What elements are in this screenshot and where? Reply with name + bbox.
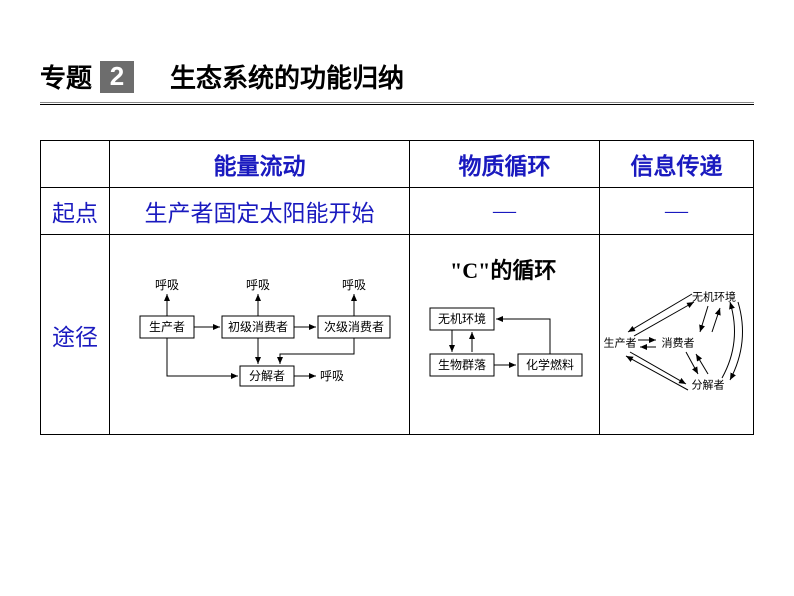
cell-origin-matter: — bbox=[410, 188, 600, 235]
info-transfer-diagram: 无机环境 生产者 消费者 分解者 bbox=[600, 235, 754, 435]
table-row-origin: 起点 生产者固定太阳能开始 — — bbox=[41, 188, 754, 235]
resp-2: 呼吸 bbox=[246, 277, 270, 291]
energy-flow-diagram: 生产者 初级消费者 次级消费者 分解者 呼吸 呼吸 呼吸 呼吸 bbox=[110, 235, 410, 435]
c-cycle-diagram: "C"的循环 无机环境 生物群落 化学燃料 bbox=[410, 235, 600, 435]
hdr-blank bbox=[41, 141, 110, 188]
info-producer: 生产者 bbox=[604, 335, 637, 349]
row-label-path: 途径 bbox=[41, 235, 110, 435]
hdr-info: 信息传递 bbox=[600, 141, 754, 188]
node-primary: 初级消费者 bbox=[228, 319, 288, 333]
topic-number-badge: 2 bbox=[100, 61, 134, 93]
node-decomposer: 分解者 bbox=[249, 368, 285, 382]
c-cycle-title: "C"的循环 bbox=[450, 253, 556, 285]
node-fuel: 化学燃料 bbox=[526, 356, 574, 371]
table-row-path: 途径 生产者 初级消费者 次级消费者 bbox=[41, 235, 754, 435]
hdr-matter: 物质循环 bbox=[410, 141, 600, 188]
resp-4: 呼吸 bbox=[320, 368, 344, 382]
header-rule bbox=[40, 102, 754, 105]
cell-origin-info: — bbox=[600, 188, 754, 235]
page-title: 生态系统的功能归纳 bbox=[170, 58, 404, 95]
info-abiotic: 无机环境 bbox=[692, 289, 736, 303]
c-cycle-title-c: "C" bbox=[450, 258, 490, 283]
row-label-origin: 起点 bbox=[41, 188, 110, 235]
node-biota: 生物群落 bbox=[438, 357, 486, 371]
resp-3: 呼吸 bbox=[342, 277, 366, 291]
node-producer: 生产者 bbox=[149, 319, 185, 333]
hdr-energy: 能量流动 bbox=[110, 141, 410, 188]
header: 专题 2 生态系统的功能归纳 bbox=[40, 58, 754, 103]
zhuanti-label: 专题 bbox=[40, 58, 92, 95]
main-table: 能量流动 物质循环 信息传递 起点 生产者固定太阳能开始 — — 途径 bbox=[40, 140, 754, 435]
node-secondary: 次级消费者 bbox=[324, 319, 384, 333]
table-header-row: 能量流动 物质循环 信息传递 bbox=[41, 141, 754, 188]
info-svg: 无机环境 生产者 消费者 分解者 bbox=[600, 236, 752, 434]
node-abiotic: 无机环境 bbox=[438, 310, 486, 325]
info-consumer: 消费者 bbox=[662, 335, 695, 349]
cell-origin-energy: 生产者固定太阳能开始 bbox=[110, 188, 410, 235]
info-decomposer: 分解者 bbox=[692, 377, 725, 391]
energy-flow-svg: 生产者 初级消费者 次级消费者 分解者 呼吸 呼吸 呼吸 呼吸 bbox=[110, 236, 408, 434]
c-cycle-title-cn: 的循环 bbox=[490, 258, 556, 283]
resp-1: 呼吸 bbox=[155, 277, 179, 291]
